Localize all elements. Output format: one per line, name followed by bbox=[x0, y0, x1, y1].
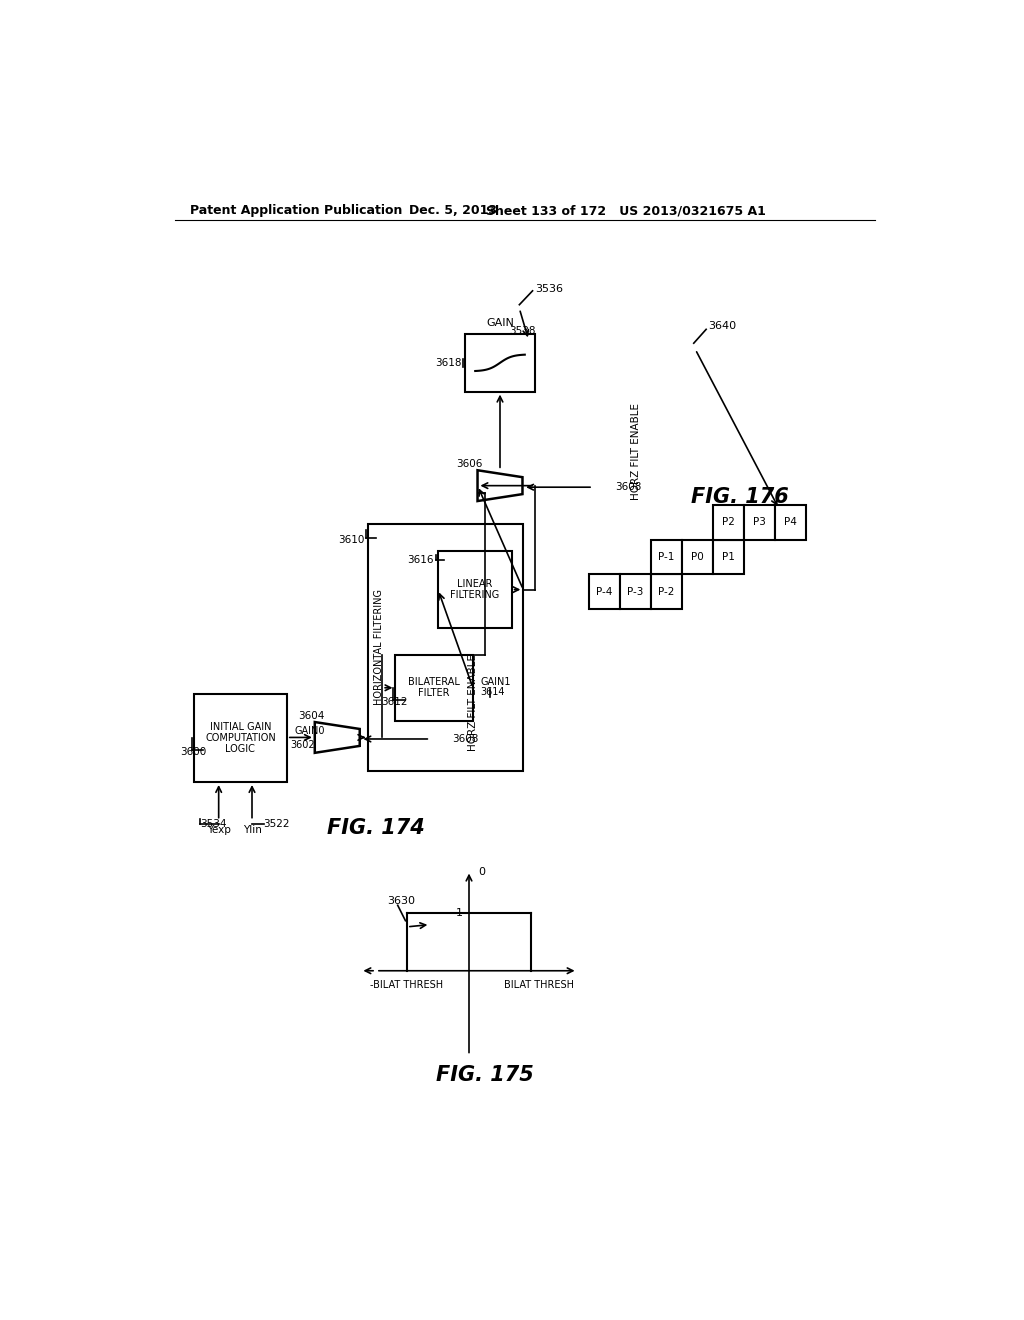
Bar bbox=[775, 506, 806, 540]
Text: 3538: 3538 bbox=[509, 326, 536, 335]
Text: Dec. 5, 2013: Dec. 5, 2013 bbox=[409, 205, 497, 218]
Text: HORZ FILT ENABLE: HORZ FILT ENABLE bbox=[468, 655, 478, 751]
Text: GAIN1: GAIN1 bbox=[480, 677, 511, 686]
Text: P-2: P-2 bbox=[658, 586, 675, 597]
Text: P1: P1 bbox=[722, 552, 735, 562]
Text: 3610: 3610 bbox=[338, 535, 365, 545]
Bar bbox=[682, 540, 713, 574]
Bar bbox=[744, 506, 775, 540]
Text: 3534: 3534 bbox=[200, 820, 226, 829]
Text: 1: 1 bbox=[456, 908, 463, 917]
Text: HORIZONTAL FILTERING: HORIZONTAL FILTERING bbox=[374, 589, 384, 705]
Bar bbox=[465, 334, 535, 392]
Text: 3640: 3640 bbox=[708, 321, 736, 331]
Bar bbox=[651, 574, 682, 609]
Bar bbox=[621, 574, 651, 609]
Bar bbox=[438, 552, 512, 628]
Text: 3536: 3536 bbox=[535, 284, 563, 294]
Text: Sheet 133 of 172   US 2013/0321675 A1: Sheet 133 of 172 US 2013/0321675 A1 bbox=[486, 205, 766, 218]
Text: 3522: 3522 bbox=[263, 820, 290, 829]
Text: Yexp: Yexp bbox=[207, 825, 230, 834]
Text: P-4: P-4 bbox=[596, 586, 612, 597]
Polygon shape bbox=[477, 470, 522, 502]
Bar bbox=[651, 540, 682, 574]
Polygon shape bbox=[314, 722, 359, 752]
Text: P-1: P-1 bbox=[658, 552, 675, 562]
Bar bbox=[713, 540, 744, 574]
Text: 3614: 3614 bbox=[480, 688, 505, 697]
Text: HORZ FILT ENABLE: HORZ FILT ENABLE bbox=[631, 403, 641, 499]
Text: P4: P4 bbox=[784, 517, 797, 527]
Text: 3608: 3608 bbox=[452, 734, 478, 744]
Text: Ylin: Ylin bbox=[243, 825, 261, 834]
Text: LINEAR: LINEAR bbox=[457, 579, 493, 589]
Text: 3606: 3606 bbox=[457, 459, 483, 469]
Text: P2: P2 bbox=[722, 517, 735, 527]
Text: 3602: 3602 bbox=[290, 741, 314, 750]
Text: FIG. 175: FIG. 175 bbox=[435, 1065, 534, 1085]
Text: 3604: 3604 bbox=[299, 711, 325, 721]
Bar bbox=[395, 655, 473, 721]
Text: 3618: 3618 bbox=[435, 358, 461, 368]
Bar bbox=[713, 506, 744, 540]
Bar bbox=[194, 693, 287, 781]
Text: GAIN0: GAIN0 bbox=[295, 726, 326, 737]
Text: FIG. 174: FIG. 174 bbox=[327, 818, 425, 838]
Text: P3: P3 bbox=[754, 517, 766, 527]
Text: 3630: 3630 bbox=[388, 896, 416, 907]
Text: 3616: 3616 bbox=[408, 556, 434, 565]
Bar bbox=[369, 524, 523, 771]
Text: GAIN: GAIN bbox=[486, 318, 514, 329]
Text: Patent Application Publication: Patent Application Publication bbox=[190, 205, 402, 218]
Text: FILTER: FILTER bbox=[419, 688, 450, 698]
Text: LOGIC: LOGIC bbox=[225, 743, 255, 754]
Bar bbox=[589, 574, 621, 609]
Text: 3608: 3608 bbox=[614, 482, 641, 492]
Text: BILATERAL: BILATERAL bbox=[409, 677, 460, 688]
Text: 3612: 3612 bbox=[381, 697, 408, 706]
Text: 0: 0 bbox=[478, 867, 485, 878]
Text: COMPUTATION: COMPUTATION bbox=[205, 733, 275, 743]
Text: BILAT THRESH: BILAT THRESH bbox=[504, 979, 573, 990]
Text: -BILAT THRESH: -BILAT THRESH bbox=[371, 979, 443, 990]
Text: FILTERING: FILTERING bbox=[451, 590, 500, 601]
Text: P-3: P-3 bbox=[628, 586, 644, 597]
Text: P0: P0 bbox=[691, 552, 705, 562]
Text: 3600: 3600 bbox=[180, 747, 206, 756]
Text: INITIAL GAIN: INITIAL GAIN bbox=[210, 722, 271, 733]
Text: FIG. 176: FIG. 176 bbox=[691, 487, 790, 507]
